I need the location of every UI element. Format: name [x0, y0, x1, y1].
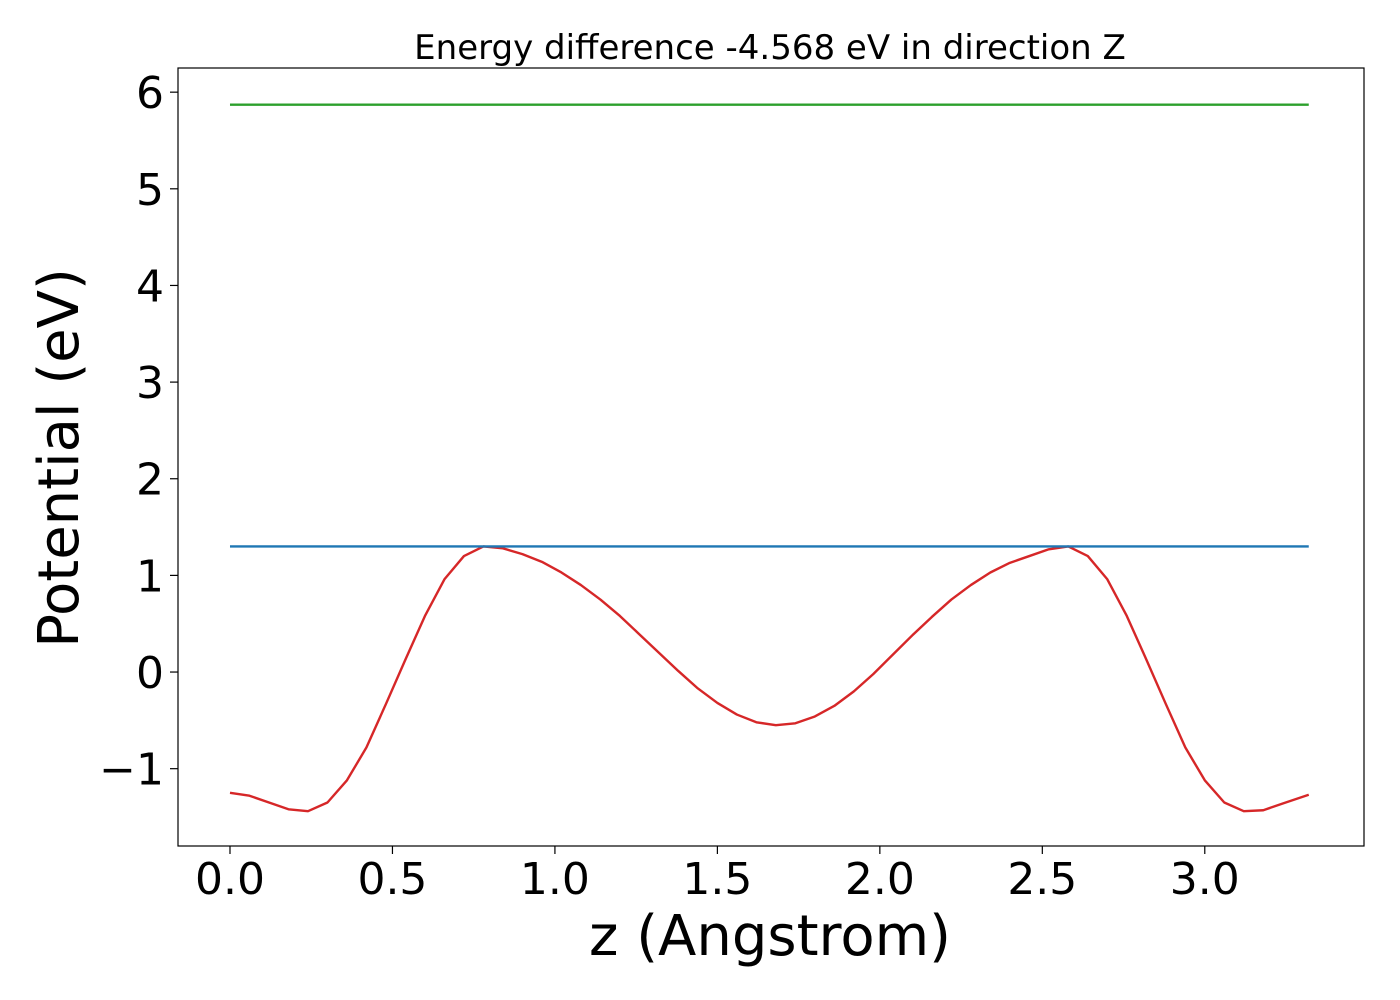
y-tick-label: 6	[136, 68, 164, 119]
x-tick-label: 1.5	[682, 854, 752, 905]
x-tick-label: 2.0	[845, 854, 915, 905]
y-tick-label: 3	[136, 358, 164, 409]
y-tick-label: 1	[136, 551, 164, 602]
x-tick-label: 0.5	[357, 854, 427, 905]
x-axis: 0.0 0.5 1.0 1.5 2.0 2.5 3.0	[195, 846, 1240, 905]
chart-title: Energy difference -4.568 eV in direction…	[414, 28, 1126, 68]
x-tick-label: 1.0	[520, 854, 590, 905]
y-tick-label: 4	[136, 261, 164, 312]
series-line-potential	[229, 545, 1310, 813]
y-tick-label: 5	[136, 165, 164, 216]
x-tick-label: 2.5	[1007, 854, 1077, 905]
plot-frame	[177, 67, 1365, 847]
y-tick-label: 2	[136, 455, 164, 506]
y-tick-label: 0	[136, 648, 164, 699]
x-tick-label: 0.0	[195, 854, 265, 905]
y-axis-label: Potential (eV)	[27, 268, 92, 648]
y-axis: −1 0 1 2 3 4 5 6	[99, 68, 178, 796]
series-layer	[229, 103, 1310, 813]
x-tick-label: 3.0	[1170, 854, 1240, 905]
plot-area	[177, 67, 1365, 847]
y-tick-label: −1	[99, 745, 164, 796]
x-axis-label: z (Angstrom)	[589, 904, 951, 969]
